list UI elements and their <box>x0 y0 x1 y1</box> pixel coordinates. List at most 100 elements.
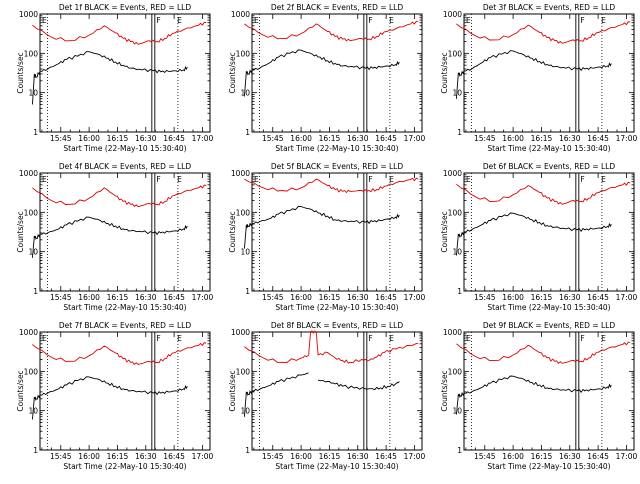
plot-frame <box>251 331 423 451</box>
x-tick-label: 15:45 <box>50 293 72 302</box>
x-tick-label: 16:00 <box>78 293 100 302</box>
series-line-red <box>456 21 631 44</box>
y-tick-label: 10 <box>240 89 250 98</box>
x-tick-label: 16:45 <box>375 134 397 143</box>
plot-panel-1: Det 1f BLACK = Events, RED = LLD11010010… <box>16 3 213 153</box>
x-tick-label: 16:30 <box>559 293 581 302</box>
plot-panel-7: Det 7f BLACK = Events, RED = LLD11010010… <box>16 321 213 471</box>
x-tick-label: 17:00 <box>404 452 426 461</box>
event-marker-label-e-left: E <box>466 334 471 343</box>
event-marker-label-e: E <box>389 334 394 343</box>
y-axis-label: Counts/sec <box>16 370 25 411</box>
series-line-red <box>244 177 419 194</box>
y-tick-label: 100 <box>24 49 39 58</box>
y-tick-label: 1 <box>33 287 38 296</box>
series-line-black <box>31 376 188 420</box>
plot-title: Det 1f BLACK = Events, RED = LLD <box>59 3 192 12</box>
y-tick-label: 100 <box>448 367 463 376</box>
y-tick-label: 100 <box>24 208 39 217</box>
plot-frame <box>39 331 211 451</box>
y-axis-label: Counts/sec <box>228 370 237 411</box>
x-tick-label: 16:45 <box>163 293 185 302</box>
x-tick-label: 16:45 <box>375 293 397 302</box>
x-tick-label: 17:00 <box>192 452 214 461</box>
series-line-black <box>455 212 612 256</box>
x-tick-label: 17:00 <box>404 293 426 302</box>
event-marker-label-f: F <box>580 334 584 343</box>
plot-frame <box>251 13 423 133</box>
x-tick-label: 17:00 <box>616 452 638 461</box>
x-tick-label: 16:45 <box>587 452 609 461</box>
event-marker-label-f: F <box>156 175 160 184</box>
event-marker-label-e-left: E <box>466 16 471 25</box>
plot-panel-5: Det 5f BLACK = Events, RED = LLD 1 10 100 10… <box>228 162 425 312</box>
x-axis-label: Start Time (22-May-10 15:30:40) <box>63 462 186 471</box>
series-line-red <box>244 330 419 364</box>
plot-panel-2: Det 2f BLACK = Events, RED = LLD 1 10 100 10… <box>228 3 425 153</box>
y-axis-label: Counts/sec <box>16 52 25 93</box>
x-tick-label: 16:00 <box>290 134 312 143</box>
y-axis-label: Counts/sec <box>228 211 237 252</box>
event-marker-label-e-left: E <box>42 334 47 343</box>
event-marker-label-e: E <box>177 334 182 343</box>
x-tick-label: 16:00 <box>502 134 524 143</box>
event-marker-label-e: E <box>177 16 182 25</box>
x-tick-label: 16:15 <box>319 452 341 461</box>
x-tick-label: 16:45 <box>587 293 609 302</box>
y-tick-label: 1000 <box>231 328 250 337</box>
y-tick-label: 1000 <box>231 10 250 19</box>
y-tick-label: 100 <box>236 367 251 376</box>
event-marker-label-e: E <box>177 175 182 184</box>
x-axis-label: Start Time (22-May-10 15:30:40) <box>487 144 610 153</box>
y-tick-label: 1000 <box>443 328 462 337</box>
y-axis-label: Counts/sec <box>440 370 449 411</box>
y-axis-label: Counts/sec <box>440 52 449 93</box>
y-tick-label: 10 <box>452 407 462 416</box>
x-tick-label: 16:15 <box>107 452 129 461</box>
plot-frame <box>251 172 423 292</box>
y-axis-label: Counts/sec <box>16 211 25 252</box>
y-tick-label: 1000 <box>19 10 38 19</box>
x-tick-label: 16:00 <box>78 134 100 143</box>
y-tick-label: 1 <box>245 446 250 455</box>
x-tick-label: 16:45 <box>587 134 609 143</box>
x-tick-label: 16:45 <box>163 134 185 143</box>
x-tick-label: 16:15 <box>319 293 341 302</box>
series-line-black <box>455 50 612 99</box>
series-line-red <box>456 341 631 364</box>
x-tick-label: 16:00 <box>502 452 524 461</box>
y-tick-label: 1 <box>33 446 38 455</box>
event-marker-label-f: F <box>368 16 372 25</box>
event-marker-label-e: E <box>389 16 394 25</box>
x-tick-label: 15:45 <box>474 134 496 143</box>
x-tick-label: 16:30 <box>347 293 369 302</box>
x-tick-label: 16:15 <box>319 134 341 143</box>
series-line-red <box>456 181 631 205</box>
plot-panel-9: Det 9f BLACK = Events, RED = LLD 1 10 100 10… <box>440 321 637 471</box>
event-marker-label-e: E <box>601 175 606 184</box>
event-marker-label-f: F <box>156 16 160 25</box>
series-line-black <box>243 206 400 249</box>
y-tick-label: 1000 <box>19 169 38 178</box>
x-tick-label: 17:00 <box>192 293 214 302</box>
event-marker-label-e-left: E <box>42 175 47 184</box>
plot-frame <box>39 172 211 292</box>
plot-frame <box>39 13 211 133</box>
x-tick-label: 16:30 <box>135 293 157 302</box>
event-marker-label-e: E <box>389 175 394 184</box>
plot-frame <box>463 331 635 451</box>
plot-title: Det 9f BLACK = Events, RED = LLD <box>483 321 616 330</box>
x-tick-label: 16:15 <box>107 134 129 143</box>
event-marker-label-f: F <box>580 16 584 25</box>
plot-frame <box>463 172 635 292</box>
x-tick-label: 17:00 <box>616 134 638 143</box>
event-marker-label-e: E <box>601 334 606 343</box>
series-line-black <box>455 375 612 415</box>
x-tick-label: 16:00 <box>78 452 100 461</box>
x-tick-label: 16:00 <box>290 293 312 302</box>
event-marker-label-e: E <box>601 16 606 25</box>
plot-title: Det 5f BLACK = Events, RED = LLD <box>271 162 404 171</box>
x-tick-label: 15:45 <box>474 452 496 461</box>
event-marker-label-e-left: E <box>254 175 259 184</box>
x-axis-label: Start Time (22-May-10 15:30:40) <box>275 303 398 312</box>
